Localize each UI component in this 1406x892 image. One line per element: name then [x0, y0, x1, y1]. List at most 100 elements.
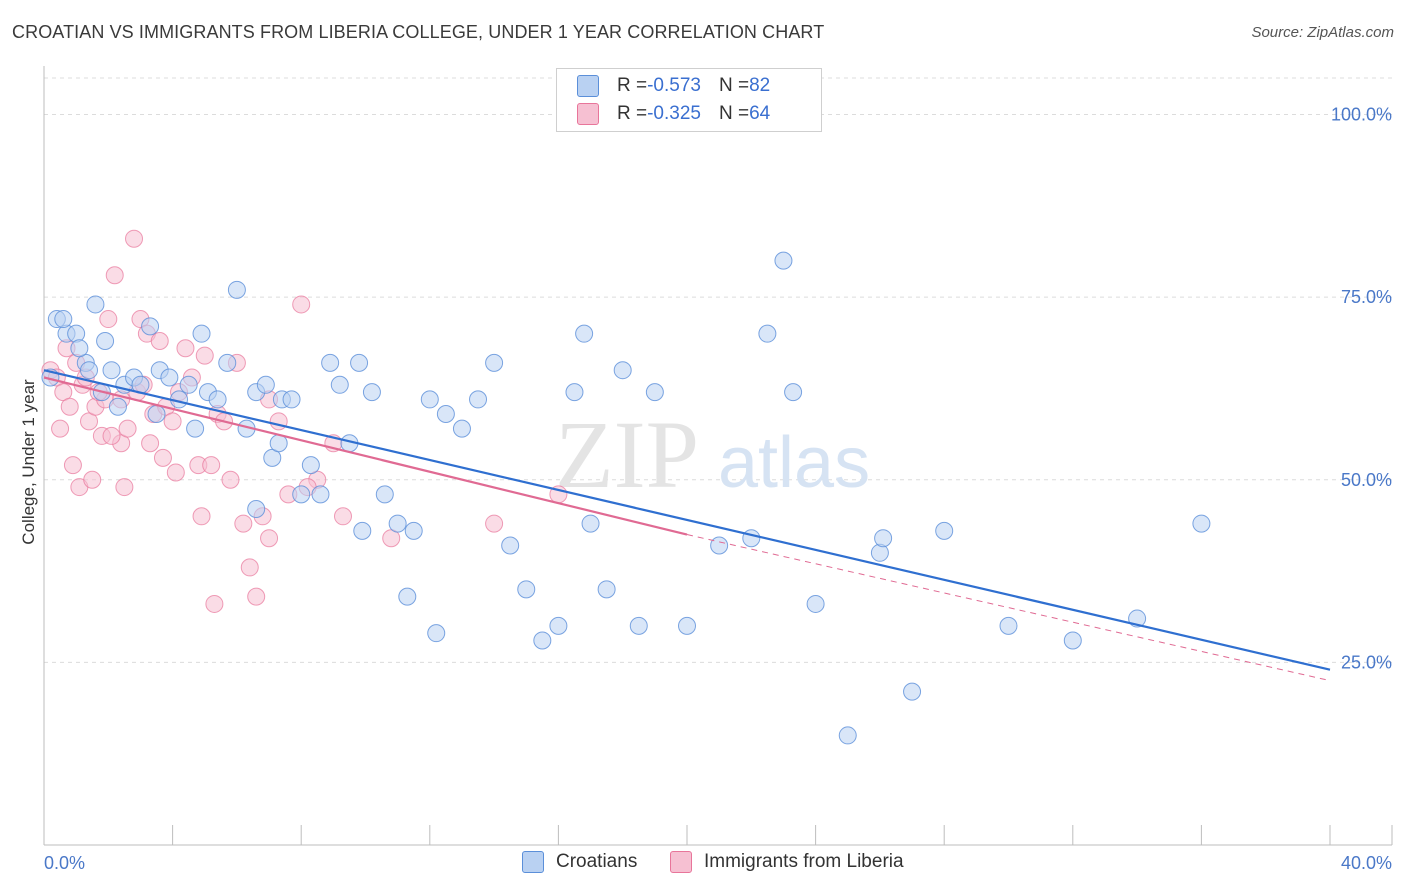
liberia-point	[99, 310, 118, 329]
r-label: R =	[617, 75, 648, 96]
croatian-point	[575, 324, 594, 343]
liberia-point	[118, 419, 137, 438]
croatian-point	[218, 353, 237, 372]
croatian-point	[108, 397, 127, 416]
liberia-point	[163, 412, 182, 431]
croatian-point	[774, 251, 793, 270]
croatian-point	[806, 594, 825, 613]
liberia-point	[240, 558, 259, 577]
croatian-point	[86, 295, 105, 314]
series-legend: Croatians Immigrants from Liberia	[0, 851, 1406, 877]
croatian-point	[330, 375, 349, 394]
croatian-point	[256, 375, 275, 394]
croatian-point	[517, 580, 536, 599]
croatian-point	[147, 405, 166, 424]
legend-item-croatians[interactable]: Croatians	[522, 851, 637, 873]
croatian-point	[67, 324, 86, 343]
liberia-point	[192, 507, 211, 526]
croatian-point	[311, 485, 330, 504]
croatian-point	[301, 456, 320, 475]
liberia-point	[247, 587, 266, 606]
trend-lines	[43, 369, 1331, 682]
croatian-point	[1192, 514, 1211, 533]
y-tick-label: 100.0%	[1331, 105, 1392, 125]
liberia-point	[260, 529, 279, 548]
stats-legend-croatians: R = -0.573 N = 82	[577, 74, 770, 98]
croatian-point	[903, 682, 922, 701]
croatian-point	[208, 390, 227, 409]
croatian-point	[54, 310, 73, 329]
croatian-point	[388, 514, 407, 533]
liberia-point	[292, 295, 311, 314]
croatian-point	[874, 529, 893, 548]
croatian-point	[1063, 631, 1082, 650]
legend-item-liberia[interactable]: Immigrants from Liberia	[670, 851, 904, 873]
stats-legend: R = -0.573 N = 82 R = -0.325 N = 64	[556, 68, 822, 132]
x-tick-label: 0.0%	[44, 853, 85, 873]
croatian-point	[469, 390, 488, 409]
source-label: Source: ZipAtlas.com	[1251, 24, 1394, 41]
croatian-point	[485, 353, 504, 372]
croatian-point	[247, 499, 266, 518]
croatian-point	[375, 485, 394, 504]
liberia-point	[125, 229, 144, 248]
croatian-point	[935, 521, 954, 540]
croatian-point	[452, 419, 471, 438]
liberia-point	[176, 339, 195, 358]
liberia-points	[41, 229, 568, 613]
r-value: -0.573	[647, 75, 701, 96]
liberia-point	[153, 448, 172, 467]
croatian-point	[784, 383, 803, 402]
y-tick-label: 25.0%	[1341, 652, 1392, 672]
liberia-point	[150, 331, 169, 350]
legend-label-liberia: Immigrants from Liberia	[704, 851, 904, 872]
axes	[43, 66, 1393, 846]
croatian-point	[70, 339, 89, 358]
croatian-point	[141, 317, 160, 336]
liberia-point	[141, 434, 160, 453]
croatian-point	[999, 616, 1018, 635]
croatian-point	[678, 616, 696, 635]
liberia-trend-line	[43, 376, 688, 536]
croatian-point	[102, 361, 121, 380]
stats-legend-liberia: R = -0.325 N = 64	[577, 102, 770, 126]
croatian-point	[501, 536, 520, 555]
croatian-point	[398, 587, 417, 606]
liberia-point	[221, 470, 240, 489]
liberia-point	[115, 478, 134, 497]
croatian-point	[353, 521, 372, 540]
r-value: -0.325	[647, 103, 701, 124]
croatian-point	[350, 353, 369, 372]
liberia-point	[202, 456, 221, 475]
croatian-point	[96, 331, 115, 350]
croatian-point	[597, 580, 616, 599]
tick-labels: 25.0% 50.0% 75.0% 100.0% 0.0% 40.0%	[44, 105, 1392, 873]
liberia-trend-extension	[686, 534, 1331, 682]
n-label: N =	[718, 103, 750, 124]
croatian-point	[838, 726, 857, 745]
croatian-point	[80, 361, 99, 380]
liberia-point	[102, 426, 121, 445]
liberia-point	[51, 419, 70, 438]
r-label: R =	[617, 103, 648, 124]
x-tick-label: 40.0%	[1341, 853, 1392, 873]
croatian-point	[645, 383, 664, 402]
liberia-point	[234, 514, 253, 533]
legend-label-croatians: Croatians	[556, 851, 638, 872]
croatian-point	[362, 383, 381, 402]
croatian-point	[404, 521, 423, 540]
chart-title: CROATIAN VS IMMIGRANTS FROM LIBERIA COLL…	[12, 22, 825, 42]
liberia-point	[60, 397, 79, 416]
liberia-point	[105, 266, 124, 285]
n-label: N =	[718, 75, 750, 96]
n-value: 82	[749, 75, 771, 96]
liberia-point	[333, 507, 352, 526]
liberia-point	[166, 463, 185, 482]
croatian-point	[292, 485, 311, 504]
croatian-point	[581, 514, 600, 533]
croatian-point	[427, 624, 446, 643]
croatian-point	[549, 616, 568, 635]
liberia-point	[63, 456, 82, 475]
croatian-point	[710, 536, 729, 555]
